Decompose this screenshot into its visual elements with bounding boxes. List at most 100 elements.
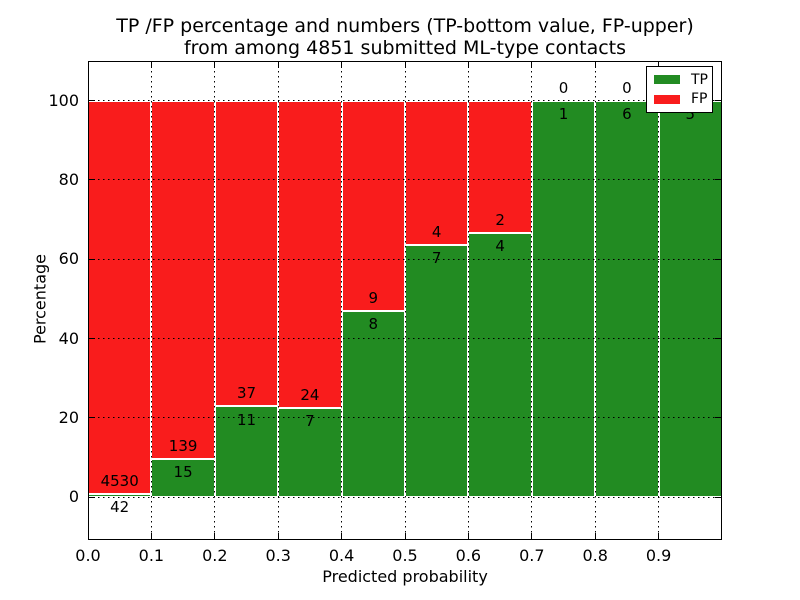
y-tick-label: 20 <box>58 407 79 427</box>
x-axis-tick <box>150 533 152 540</box>
legend-label-tp: TP <box>691 71 708 88</box>
grid-line-horizontal <box>88 258 722 260</box>
bar-fp-segment <box>468 100 532 233</box>
bar-tp-count-label: 15 <box>173 463 193 482</box>
grid-line-vertical <box>277 61 279 540</box>
x-axis-tick <box>658 61 660 68</box>
x-axis-tick <box>594 533 596 540</box>
bar-tp-count-label: 4 <box>495 237 505 256</box>
x-tick-label: 0.8 <box>582 546 608 565</box>
y-axis-tick <box>715 100 722 102</box>
y-axis-tick <box>88 417 95 419</box>
bar-fp-segment <box>88 100 152 494</box>
bar-tp-segment <box>341 310 405 498</box>
x-axis-tick <box>531 533 533 540</box>
bar-fp-segment <box>405 100 469 245</box>
x-tick-label: 0.0 <box>75 546 101 565</box>
grid-line-vertical <box>467 61 469 540</box>
legend-item-tp: TP <box>647 73 712 87</box>
x-axis-tick <box>214 61 216 68</box>
bar-tp-count-label: 6 <box>622 105 632 124</box>
x-tick-label: 0.4 <box>328 546 355 565</box>
bar-fp-count-label: 0 <box>622 78 632 97</box>
bar-tp-segment <box>595 100 659 498</box>
bar-fp-count-label: 24 <box>300 385 320 404</box>
bar-tp-segment <box>405 244 469 498</box>
y-axis-tick <box>715 179 722 181</box>
y-axis-tick <box>715 338 722 340</box>
bar-tp-segment <box>214 406 279 498</box>
y-axis-tick <box>88 338 95 340</box>
x-tick-label: 0.3 <box>265 546 291 565</box>
grid-line-horizontal <box>88 179 722 181</box>
y-axis-tick <box>88 179 95 181</box>
y-tick-label: 40 <box>58 328 79 348</box>
x-axis-tick <box>531 61 533 68</box>
x-tick-label: 0.7 <box>519 546 545 565</box>
bar-fp-count-label: 4530 <box>100 471 139 490</box>
bar-tp-count-label: 42 <box>110 498 130 517</box>
bar-tp-count-label: 7 <box>431 249 442 268</box>
bar-tp-segment <box>278 407 342 498</box>
bar-tp-count-label: 11 <box>236 410 257 429</box>
bar-fp-count-label: 4 <box>431 222 442 241</box>
bar-fp-count-label: 2 <box>495 210 505 229</box>
bar-tp-segment <box>151 458 215 498</box>
y-axis-tick <box>715 496 722 498</box>
y-tick-label: 0 <box>68 487 79 507</box>
x-tick-label: 0.2 <box>202 546 228 565</box>
x-axis-tick <box>341 533 343 540</box>
bar-fp-segment <box>278 100 342 408</box>
grid-line-horizontal <box>88 100 722 102</box>
grid-line-vertical <box>150 61 152 540</box>
y-axis-tick <box>715 417 722 419</box>
x-axis-tick <box>214 533 216 540</box>
x-axis-tick <box>594 61 596 68</box>
x-tick-label: 0.5 <box>392 546 418 565</box>
x-axis-tick <box>150 61 152 68</box>
x-axis-tick <box>658 533 660 540</box>
bar-tp-segment <box>468 232 532 498</box>
chart-title-line2: from among 4851 submitted ML-type contac… <box>183 37 627 59</box>
bar-fp-segment <box>214 100 279 407</box>
legend-swatch-tp <box>654 75 680 85</box>
bar-tp-count-label: 1 <box>558 105 569 124</box>
x-axis-tick <box>277 61 279 68</box>
bar-tp-count-label: 7 <box>305 412 315 431</box>
chart-title-line1: TP /FP percentage and numbers (TP-bottom… <box>116 15 694 37</box>
legend-swatch-fp <box>654 94 680 104</box>
y-axis-tick <box>88 258 95 260</box>
x-axis-tick <box>467 61 469 68</box>
y-axis-tick <box>715 258 722 260</box>
y-tick-label: 80 <box>58 169 79 189</box>
y-tick-label: 60 <box>58 249 79 269</box>
grid-line-vertical <box>658 61 660 540</box>
chart-title: TP /FP percentage and numbers (TP-bottom… <box>88 15 722 59</box>
bar-fp-count-label: 0 <box>558 78 569 97</box>
bar-fp-count-label: 9 <box>368 288 379 307</box>
grid-line-horizontal <box>88 338 722 340</box>
x-tick-label: 0.1 <box>138 546 165 565</box>
x-axis-tick <box>341 61 343 68</box>
x-axis-label: Predicted probability <box>322 567 488 586</box>
y-tick-label: 100 <box>48 90 79 110</box>
legend-item-fp: FP <box>647 92 712 106</box>
x-tick-label: 0.6 <box>455 546 482 565</box>
y-axis-tick <box>88 100 95 102</box>
grid-line-horizontal <box>88 417 722 419</box>
bar-tp-count-label: 8 <box>368 315 379 334</box>
grid-line-vertical <box>404 61 406 540</box>
x-axis-tick <box>404 61 406 68</box>
x-axis-tick <box>277 533 279 540</box>
grid-line-horizontal <box>88 496 722 498</box>
x-tick-label: 0.9 <box>645 546 672 565</box>
bar-tp-count-label: 5 <box>685 105 696 124</box>
x-axis-tick <box>88 61 89 68</box>
grid-line-vertical <box>531 61 533 540</box>
bar-tp-segment <box>658 100 722 498</box>
bar-fp-segment <box>151 100 215 459</box>
x-axis-tick <box>467 533 469 540</box>
x-axis-tick <box>404 533 406 540</box>
